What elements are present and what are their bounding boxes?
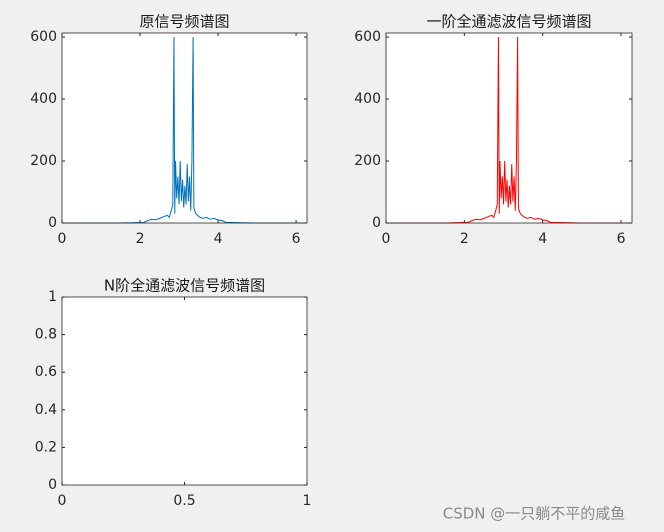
y-tick-label: 1	[48, 289, 57, 305]
x-tick-label: 2	[460, 231, 469, 247]
x-tick-label: 4	[214, 231, 223, 247]
x-tick-label: 0	[58, 231, 67, 247]
watermark: CSDN @一只躺不平的咸鱼	[443, 505, 626, 523]
y-tick-label: 0.8	[35, 327, 57, 343]
y-tick-label: 0	[48, 477, 57, 493]
x-tick-label: 1	[303, 493, 312, 509]
y-tick-label: 0.4	[35, 402, 57, 418]
x-tick-label: 4	[538, 231, 547, 247]
y-tick-label: 0.6	[35, 364, 57, 380]
axes-background	[62, 297, 307, 485]
x-tick-label: 0.5	[173, 493, 195, 509]
y-tick-label: 200	[354, 153, 381, 169]
axes-box	[61, 296, 308, 486]
chart-title: 原信号频谱图	[139, 13, 229, 31]
y-tick-label: 600	[30, 29, 57, 45]
y-tick-label: 400	[30, 91, 57, 107]
y-tick-label: 0.2	[35, 439, 57, 455]
axes-box	[385, 32, 633, 224]
y-tick-label: 0	[372, 215, 381, 231]
chart-title: 一阶全通滤波信号频谱图	[426, 13, 591, 31]
x-tick-label: 2	[136, 231, 145, 247]
chart-title: N阶全通滤波信号频谱图	[104, 277, 265, 295]
x-tick-label: 0	[382, 231, 391, 247]
spectrum-line	[386, 37, 632, 224]
y-tick-label: 0	[48, 215, 57, 231]
axes-box	[61, 32, 308, 224]
y-tick-label: 200	[30, 153, 57, 169]
y-tick-label: 400	[354, 91, 381, 107]
x-tick-label: 6	[617, 231, 626, 247]
y-tick-label: 600	[354, 29, 381, 45]
spectrum-line	[62, 37, 307, 224]
x-tick-label: 0	[58, 493, 67, 509]
x-tick-label: 6	[292, 231, 301, 247]
